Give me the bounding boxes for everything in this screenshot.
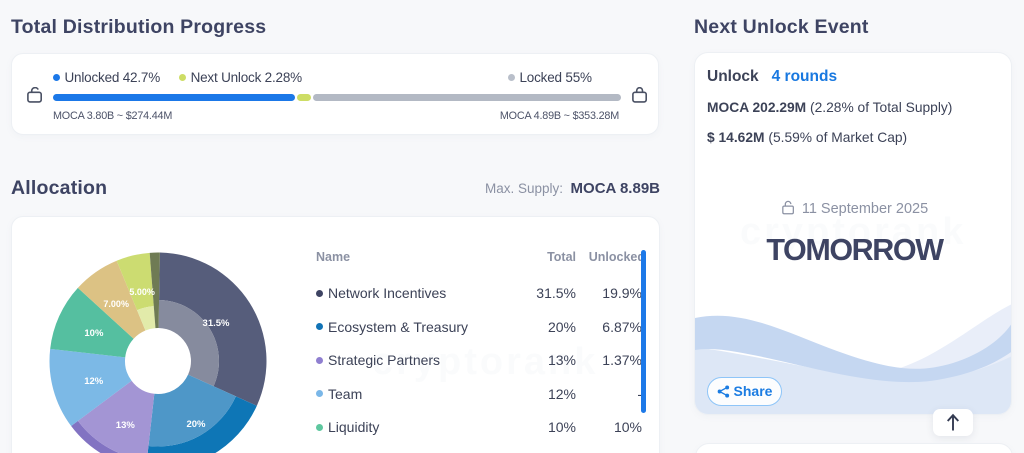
svg-text:10%: 10% [84, 328, 104, 339]
svg-text:20%: 20% [186, 419, 206, 430]
svg-text:31.5%: 31.5% [203, 318, 230, 329]
svg-text:12%: 12% [84, 376, 104, 387]
svg-text:5.00%: 5.00% [129, 287, 155, 297]
svg-text:7.00%: 7.00% [103, 299, 129, 309]
svg-text:13%: 13% [116, 420, 136, 431]
